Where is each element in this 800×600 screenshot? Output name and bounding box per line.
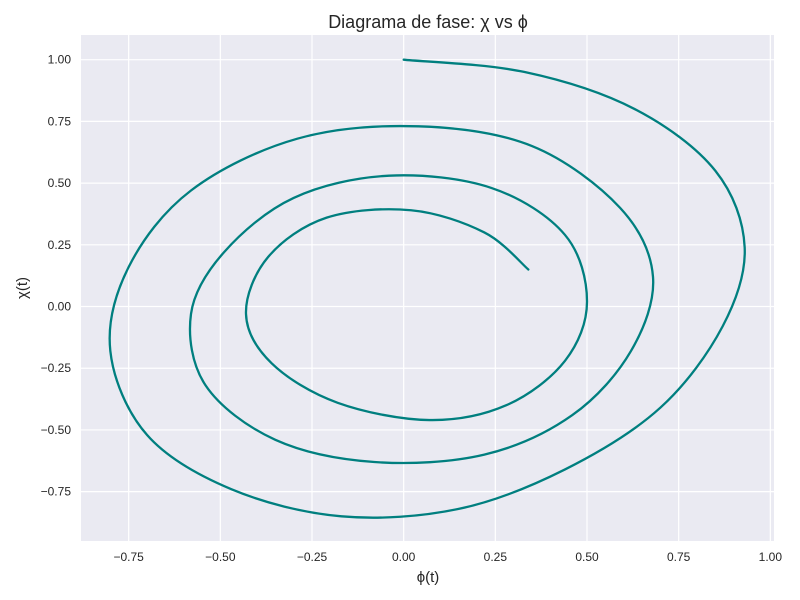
x-tick-label: −0.25 <box>297 550 328 564</box>
y-tick-label: −0.75 <box>41 485 72 499</box>
x-tick-label: 0.50 <box>575 550 599 564</box>
y-tick-label: −0.50 <box>41 423 72 437</box>
y-tick-label: 0.25 <box>48 238 72 252</box>
x-tick-label: 0.75 <box>667 550 691 564</box>
y-tick-label: 0.75 <box>48 114 72 128</box>
y-axis-label: χ(t) <box>14 277 31 299</box>
x-tick-label: 1.00 <box>759 550 783 564</box>
y-tick-label: 1.00 <box>48 53 72 67</box>
y-tick-label: 0.00 <box>48 300 72 314</box>
x-tick-label: −0.75 <box>113 550 144 564</box>
x-tick-label: 0.00 <box>392 550 416 564</box>
series-layer <box>108 58 746 519</box>
x-tick-label: −0.50 <box>205 550 236 564</box>
chart-title: Diagrama de fase: χ vs ϕ <box>328 12 528 32</box>
plot-area <box>81 35 774 541</box>
x-tick-label: 0.25 <box>484 550 508 564</box>
y-tick-label: 0.50 <box>48 176 72 190</box>
x-axis-label: ϕ(t) <box>417 569 440 586</box>
grid-lines <box>81 35 774 541</box>
y-tick-label: −0.25 <box>41 361 72 375</box>
phase-trajectory-line <box>108 58 746 519</box>
tick-labels: −0.75 −0.50 −0.25 0.00 0.25 0.50 0.75 1.00 −0.75… <box>41 53 783 564</box>
